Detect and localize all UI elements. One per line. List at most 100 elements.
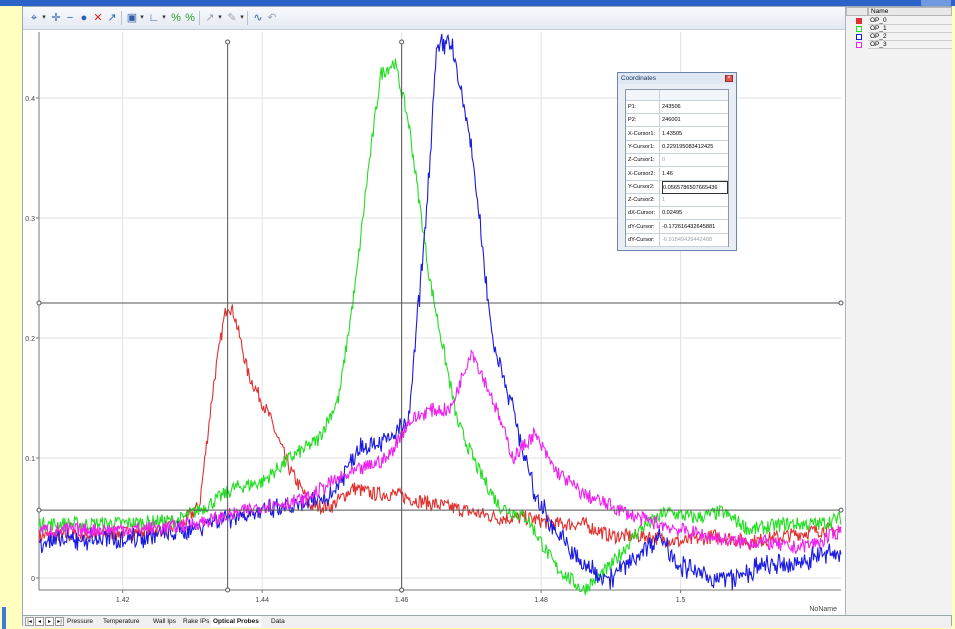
coordinate-key: Y-Cursor2: [626, 180, 660, 193]
first-tab-icon[interactable]: |◂ [25, 617, 34, 626]
series-line-op-1 [38, 58, 842, 596]
coordinates-row: Y-Cursor1: 0.229195083412425 [626, 140, 728, 154]
coordinates-table: P1: 243506 P2: 246001 X-Cursor1: 1.43505 Y-Cur… [625, 89, 729, 247]
pan-icon[interactable]: ✛ [51, 12, 61, 24]
chevron-down-icon[interactable]: ▾ [162, 14, 166, 21]
cursor-handle [399, 39, 405, 45]
x-tick-label: 1.46 [395, 597, 409, 604]
coordinates-row: Y-Cursor2: 0.0565786507665436 [626, 180, 728, 194]
window-title-bar [0, 0, 955, 6]
legend-swatch-checkbox[interactable] [856, 26, 862, 32]
legend-series-name: OP_0 [870, 17, 887, 24]
coordinate-value: 0.229195083412425 [662, 143, 714, 150]
select-icon[interactable]: ⌖ [30, 12, 38, 24]
line-chart[interactable]: 1.42 1.44 1.46 1.48 1.5 0 0.1 0.2 0.3 0.4 NoName [23, 30, 845, 615]
coordinate-key: Y-Cursor1: [626, 140, 660, 153]
coordinate-value: 246001 [662, 117, 681, 124]
hand-icon[interactable]: ● [80, 12, 88, 24]
edit-icon[interactable]: ✎ [227, 12, 237, 24]
fit-y-icon[interactable]: % [185, 12, 195, 24]
coordinate-key: dX-Cursor: [626, 207, 660, 220]
plot-area[interactable]: 1.42 1.44 1.46 1.48 1.5 0 0.1 0.2 0.3 0.4 NoName C… [23, 30, 845, 615]
delete-cursor-icon[interactable]: ✕ [93, 12, 103, 24]
toolbar-separator [121, 11, 122, 25]
tab-rake-ips[interactable]: Rake IPs [183, 618, 210, 625]
coordinates-panel[interactable]: Coordinates × P1: 243506 P2: 246001 X-Cursor… [617, 72, 737, 251]
legend-series-name: OP_2 [870, 33, 887, 40]
legend-item-op-3[interactable]: OP_3 [846, 41, 952, 49]
window-controls[interactable] [921, 0, 951, 6]
legend-item-op-1[interactable]: OP_1 [846, 25, 952, 33]
series-line-op-2 [38, 33, 842, 591]
x-axis-label: NoName [809, 606, 837, 613]
tab-data[interactable]: Data [271, 618, 285, 625]
x-tick-label: 1.42 [116, 597, 130, 604]
last-tab-icon[interactable]: ▸| [55, 617, 64, 626]
cursor-handle [838, 300, 844, 306]
legend-item-op-0[interactable]: OP_0 [846, 17, 952, 25]
chevron-down-icon[interactable]: ▾ [42, 14, 46, 21]
coordinate-key: dY-Cursor: [626, 234, 660, 246]
coordinate-value: 243506 [662, 104, 681, 110]
legend-cell [868, 41, 952, 49]
panel-marker [2, 607, 6, 629]
x-tick-label: 1.48 [534, 597, 548, 604]
pointer-icon[interactable]: ↗ [205, 12, 215, 24]
tab-wall-ips[interactable]: Wall Ips [153, 618, 176, 625]
coordinate-value: 0 [662, 157, 666, 164]
next-tab-icon[interactable]: ▸ [45, 617, 54, 626]
legend-swatch-checkbox[interactable] [856, 34, 862, 40]
coordinates-row: Z-Cursor2: 1 [626, 194, 728, 208]
cursor-icon[interactable]: ↗ [107, 12, 117, 24]
coordinate-key: Z-Cursor2: [626, 194, 660, 207]
legend-header-name: Name [868, 7, 952, 16]
coordinates-header-row [626, 90, 728, 101]
x-tick-label: 1.44 [255, 597, 269, 604]
coordinates-row: P2: 246001 [626, 114, 728, 128]
zoom-out-icon[interactable]: − [66, 12, 74, 24]
chevron-down-icon[interactable]: ▾ [240, 14, 244, 21]
coordinate-key: X-Cursor2: [626, 167, 660, 180]
coordinates-row: dX-Cursor: 0.02495 [626, 207, 728, 221]
coordinate-key: P1: [626, 101, 660, 113]
y-tick-label: 0.2 [25, 336, 35, 343]
y-tick-label: 0.4 [25, 96, 35, 103]
axis-icon[interactable]: ∟ [148, 12, 160, 24]
legend-swatch-checkbox[interactable] [856, 18, 862, 24]
close-icon[interactable]: × [725, 75, 733, 82]
toolbar-separator [247, 11, 248, 25]
legend-item-op-2[interactable]: OP_2 [846, 33, 952, 41]
tab-temperature[interactable]: Temperature [103, 618, 140, 625]
prev-tab-icon[interactable]: ◂ [35, 617, 44, 626]
undo-icon[interactable]: ↶ [267, 12, 277, 24]
tab-optical-probes[interactable]: Optical Probes [211, 616, 261, 627]
cursor-handle [399, 587, 405, 593]
legend-series-name: OP_3 [870, 41, 887, 48]
coordinates-row: dY-Cursor: -6.91849429442488 [626, 234, 728, 247]
legend-cell [868, 17, 952, 25]
coordinates-row: dY-Cursor: -0.172616432645881 [626, 220, 728, 234]
chart-toolbar: ⌖ ▾ ✛ − ● ✕ ↗ ▣ ▾ ∟ ▾ % % ↗ ▾ ✎ ▾ ∿ ↶ [23, 7, 845, 30]
chevron-down-icon[interactable]: ▾ [218, 14, 222, 21]
coordinate-value: 1 [662, 197, 666, 204]
legend-cell [868, 33, 952, 41]
series-line-op-3 [38, 349, 842, 554]
toolbar-separator [199, 11, 200, 25]
cursor-handle [36, 507, 42, 513]
series-line-op-0 [38, 304, 842, 552]
chevron-down-icon[interactable]: ▾ [140, 14, 144, 21]
coordinates-row: P1: 243506 [626, 101, 728, 114]
cursor-handle [225, 39, 231, 45]
coordinate-key: X-Cursor1: [626, 127, 660, 140]
coordinate-key: dY-Cursor: [626, 220, 660, 233]
coordinates-title: Coordinates [618, 73, 736, 84]
legend-swatch-checkbox[interactable] [856, 42, 862, 48]
frame-icon[interactable]: ▣ [126, 12, 138, 24]
tab-pressure[interactable]: Pressure [67, 618, 94, 625]
y-tick-label: 0.1 [25, 456, 35, 463]
fit-x-icon[interactable]: % [171, 12, 181, 24]
measure-icon[interactable]: ∿ [253, 12, 263, 24]
coordinate-value: -0.172616432645881 [662, 223, 716, 230]
coordinate-key: Z-Cursor1: [626, 154, 660, 167]
coordinate-value[interactable]: 0.0565786507665436 [662, 180, 728, 194]
